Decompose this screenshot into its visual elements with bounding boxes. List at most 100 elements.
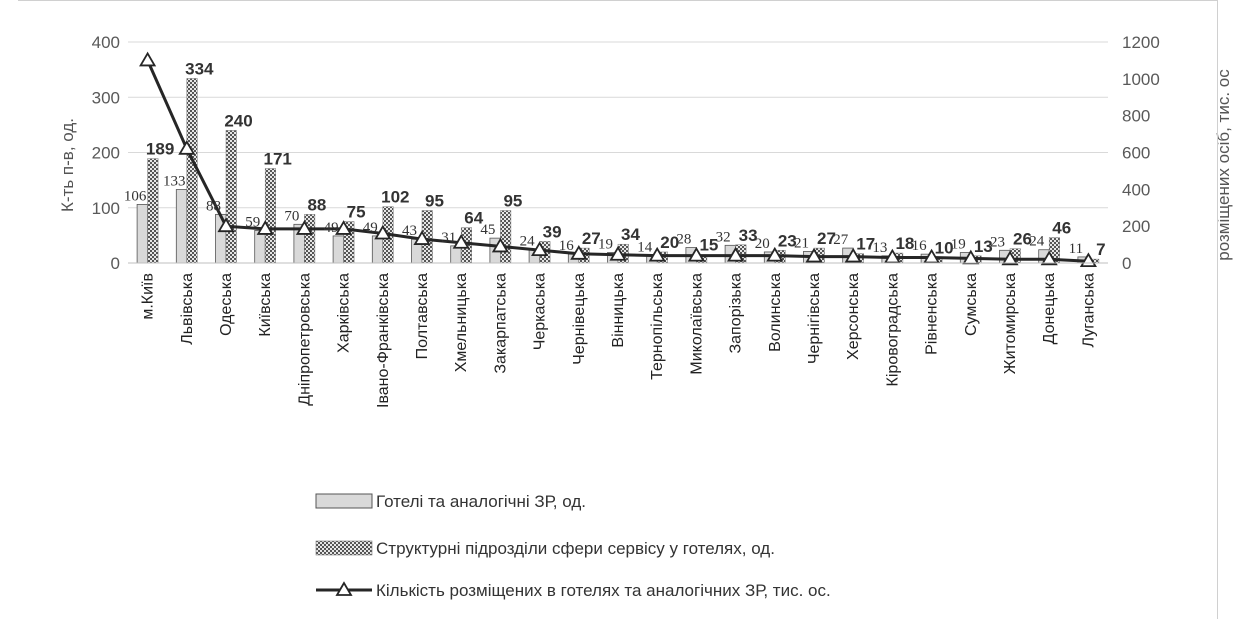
data-label-service-units: 15 <box>699 236 718 255</box>
legend-label-hotels: Готелі та аналогічні ЗР, од. <box>376 492 586 511</box>
category-label: Сумська <box>963 273 980 336</box>
frame-top-border <box>18 0 1218 1</box>
category-label: Запорізька <box>728 273 745 354</box>
data-label-hotels: 20 <box>755 236 770 252</box>
y-tick-label-right: 0 <box>1122 254 1131 273</box>
line-marker-triangle <box>452 233 470 249</box>
data-label-hotels: 49 <box>324 220 339 236</box>
data-label-service-units: 23 <box>778 231 797 250</box>
bar-service-units <box>500 210 512 264</box>
line-marker-triangle <box>217 217 235 233</box>
data-label-hotels: 31 <box>441 230 456 246</box>
line-marker-triangle <box>1040 250 1058 266</box>
data-label-service-units: 95 <box>425 192 444 211</box>
data-label-service-units: 171 <box>264 150 292 169</box>
category-label: Луганська <box>1080 273 1097 348</box>
category-label: Івано-Франківська <box>375 273 392 408</box>
data-label-hotels: 14 <box>637 239 653 255</box>
category-label: Чернівецька <box>571 273 588 365</box>
category-label: Полтавська <box>414 273 431 359</box>
y-tick-label-right: 1000 <box>1122 70 1160 89</box>
data-label-hotels: 43 <box>402 223 417 239</box>
bar-service-units <box>264 168 276 264</box>
bar-hotels <box>136 204 149 264</box>
y-tick-label-left: 0 <box>111 254 120 273</box>
legend-label-service-units: Структурні підрозділи сфери сервісу у го… <box>376 539 775 558</box>
line-marker-triangle <box>883 248 901 264</box>
line-marker-triangle <box>766 246 784 262</box>
data-label-service-units: 95 <box>503 192 522 211</box>
line-marker-triangle <box>687 246 705 262</box>
line-marker-triangle <box>295 220 313 235</box>
bar-hotels <box>371 235 384 264</box>
line-marker-triangle <box>648 246 666 262</box>
data-label-hotels: 11 <box>1069 241 1083 257</box>
data-label-service-units: 7 <box>1096 240 1105 259</box>
category-label: Черкаська <box>532 273 549 350</box>
frame-right-border <box>1217 0 1218 619</box>
data-label-service-units: 240 <box>224 111 252 130</box>
legend-layer: Готелі та аналогічні ЗР, од. Структурні п… <box>315 492 831 600</box>
y-tick-label-right: 1200 <box>1122 33 1160 52</box>
category-label: Харківська <box>336 273 353 353</box>
axis-layer: 0 100 200 300 400 0 200 400 600 800 1000 1200 К-ть п… <box>58 33 1233 408</box>
data-label-service-units: 13 <box>974 237 993 256</box>
category-label: Дніпропетровська <box>296 273 313 406</box>
data-label-service-units: 46 <box>1052 219 1071 238</box>
line-marker-triangle <box>139 51 157 67</box>
category-label: Рівненська <box>924 273 941 355</box>
line-marker-triangle <box>609 245 627 261</box>
data-label-service-units: 18 <box>895 234 914 253</box>
bar-hotels <box>332 235 345 264</box>
bar-layer <box>136 78 1100 264</box>
category-label: Чернігівська <box>806 273 823 364</box>
category-label: Житомирська <box>1002 273 1019 374</box>
y-tick-label-left: 300 <box>92 88 120 107</box>
category-label: Закарпатська <box>492 273 509 374</box>
bar-service-units <box>186 78 198 264</box>
data-label-hotels: 16 <box>559 238 575 254</box>
data-label-service-units: 33 <box>739 226 758 245</box>
line-marker-triangle <box>570 245 588 260</box>
line-marker-triangle <box>531 241 549 257</box>
y-tick-label-left: 400 <box>92 33 120 52</box>
data-label-service-units: 10 <box>935 238 954 257</box>
data-label-service-units: 64 <box>464 209 483 228</box>
data-label-hotels: 24 <box>1029 234 1045 250</box>
data-label-service-units: 39 <box>543 222 562 241</box>
data-label-service-units: 334 <box>185 59 214 78</box>
data-label-service-units: 20 <box>660 233 679 252</box>
line-marker-triangle <box>491 237 509 253</box>
line-marker-triangle <box>413 230 431 245</box>
line-marker-triangle <box>805 247 823 263</box>
category-label: Волинська <box>767 273 784 352</box>
line-marker-triangle <box>844 247 862 263</box>
y-tick-label-right: 800 <box>1122 107 1150 126</box>
category-label: Донецька <box>1041 273 1058 345</box>
data-label-hotels: 70 <box>284 208 299 224</box>
data-label-hotels: 28 <box>676 232 691 248</box>
line-marker-triangle <box>335 220 353 235</box>
y-tick-label-left: 200 <box>92 144 120 163</box>
line-marker-triangle <box>727 246 745 262</box>
data-label-service-units: 75 <box>347 203 366 222</box>
y2-axis-title: розміщених осіб, тис. ос <box>1214 69 1233 261</box>
data-label-service-units: 102 <box>381 188 409 207</box>
data-label-hotels: 19 <box>951 237 966 253</box>
category-label: Миколаївська <box>688 273 705 375</box>
label-layer: 1061891333348824059171708849754910243953… <box>124 59 1106 259</box>
data-label-service-units: 26 <box>1013 230 1032 249</box>
legend-swatch-service-units <box>315 540 373 556</box>
category-label: Одеська <box>218 273 235 336</box>
data-label-hotels: 49 <box>363 220 378 236</box>
data-label-hotels: 106 <box>124 188 147 204</box>
line-marker-triangle <box>923 248 941 264</box>
data-label-service-units: 88 <box>307 195 326 214</box>
data-label-hotels: 23 <box>990 234 1005 250</box>
category-label: Херсонська <box>845 273 862 360</box>
data-label-service-units: 189 <box>146 140 174 159</box>
y-tick-label-right: 200 <box>1122 217 1150 236</box>
data-label-hotels: 16 <box>912 238 928 254</box>
